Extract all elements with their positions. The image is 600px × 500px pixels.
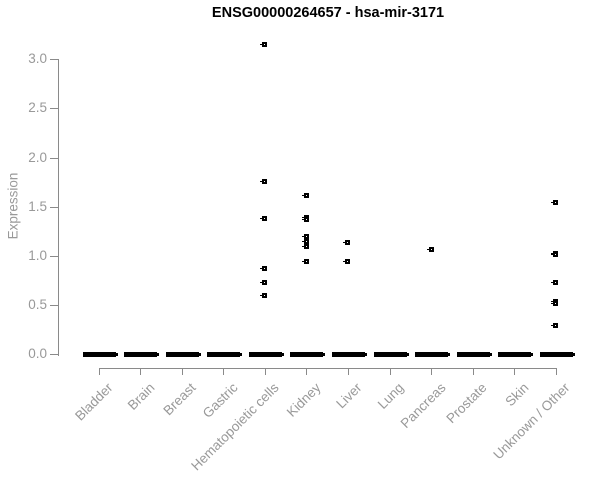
y-tick [50, 354, 58, 356]
y-tick-label: 0.0 [28, 346, 47, 362]
data-point [551, 252, 559, 258]
zero-dash [165, 351, 201, 357]
y-tick [50, 206, 58, 208]
x-tick [181, 368, 183, 375]
data-point [260, 280, 268, 286]
data-point [343, 239, 351, 245]
x-axis-line [98, 368, 557, 369]
x-tick [264, 368, 266, 375]
data-point [260, 292, 268, 298]
data-point [301, 238, 309, 244]
x-category-label: Kidney [283, 380, 324, 420]
data-point [551, 200, 559, 206]
data-point [301, 217, 309, 223]
y-tick-label: 1.5 [28, 198, 47, 214]
x-tick [223, 368, 225, 375]
data-point [551, 280, 559, 286]
zero-dash [248, 351, 284, 357]
data-point [301, 233, 309, 239]
zero-dash [82, 351, 118, 357]
zero-dash [498, 351, 534, 357]
data-point [301, 259, 309, 265]
data-point [260, 216, 268, 222]
data-point [551, 323, 559, 329]
zero-dash [415, 351, 451, 357]
x-tick [140, 368, 142, 375]
zero-dash [373, 351, 409, 357]
zero-dash [539, 351, 575, 357]
x-category-label: Prostate [443, 380, 490, 427]
y-tick-label: 1.0 [28, 247, 47, 263]
zero-dash [290, 351, 326, 357]
zero-dash [124, 351, 160, 357]
data-point [301, 243, 309, 249]
x-tick [98, 368, 100, 375]
x-category-label: Lung [374, 380, 407, 412]
x-tick [514, 368, 516, 375]
y-tick-label: 0.5 [28, 297, 47, 313]
y-tick [50, 108, 58, 110]
y-tick [50, 305, 58, 307]
x-tick [555, 368, 557, 375]
x-tick [431, 368, 433, 375]
data-point [426, 246, 434, 252]
x-category-label: Brain [124, 380, 158, 413]
y-axis-line [58, 59, 59, 357]
x-tick [389, 368, 391, 375]
data-point [343, 259, 351, 265]
y-tick-label: 2.5 [28, 100, 47, 116]
y-tick-label: 2.0 [28, 149, 47, 165]
x-category-label: Pancreas [397, 380, 449, 431]
data-point [260, 178, 268, 184]
y-tick [50, 157, 58, 159]
y-tick [50, 255, 58, 257]
x-category-label: Breast [160, 380, 199, 419]
x-tick [347, 368, 349, 375]
zero-dash [456, 351, 492, 357]
y-tick [50, 59, 58, 61]
x-tick [472, 368, 474, 375]
data-point [260, 266, 268, 272]
y-tick-label: 3.0 [28, 51, 47, 67]
data-point [301, 192, 309, 198]
data-point [260, 42, 268, 48]
x-category-label: Skin [502, 380, 532, 410]
x-category-label: Unknown / Other [490, 380, 573, 463]
zero-dash [331, 351, 367, 357]
chart-title: ENSG00000264657 - hsa-mir-3171 [211, 5, 445, 21]
data-point [551, 300, 559, 306]
zero-dash [207, 351, 243, 357]
x-tick [306, 368, 308, 375]
x-category-label: Liver [333, 380, 366, 412]
x-category-label: Bladder [72, 380, 116, 424]
